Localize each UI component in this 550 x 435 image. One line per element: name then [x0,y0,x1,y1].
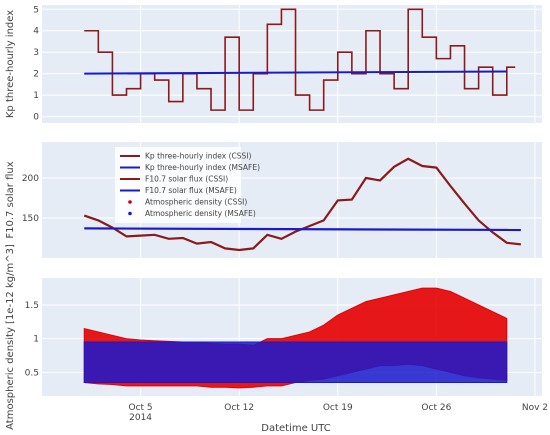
xtick-sublabel-0: 2014 [129,413,152,423]
legend-label-4: Atmospheric density (CSSI) [145,198,247,207]
ytick-p1-2: 2 [33,70,39,80]
legend-label-1: Kp three-hourly index (MSAFE) [145,163,260,172]
panel1-ylabel: Kp three-hourly index [5,10,16,118]
ytick-p3-0: 0.5 [25,368,39,378]
ytick-p1-0: 0 [33,113,39,123]
legend-box [115,147,241,223]
legend-label-5: Atmospheric density (MSAFE) [145,209,256,218]
ytick-p2-1: 200 [22,174,39,184]
density-msafe-band [83,341,508,384]
xtick-label-4: Nov 2 [522,403,548,413]
xtick-label-2: Oct 19 [323,403,353,413]
panel2-ylabel: F10.7 solar flux [5,161,16,238]
ytick-p1-1: 1 [33,91,39,101]
xtick-label-3: Oct 26 [421,403,451,413]
ytick-p1-5: 5 [33,5,39,15]
ytick-p1-3: 3 [33,48,39,58]
density-areas [83,287,508,389]
f107-lines [83,157,521,252]
ytick-p2-0: 150 [22,214,39,224]
ytick-p3-2: 1.5 [25,301,39,311]
legend: Kp three-hourly index (CSSI) Kp three-hou… [115,147,260,223]
panel1-background [42,5,542,123]
ytick-p1-4: 4 [33,27,39,37]
xaxis-title: Datetime UTC [261,423,331,434]
kp-cssi-line [84,8,516,111]
ytick-p3-1: 1 [33,335,39,345]
xtick-label-0: Oct 5 [129,403,153,413]
legend-label-2: F10.7 solar flux (CSSI) [145,175,228,184]
panel3-ylabel: Atmospheric density [1e-12 kg/m^3] [5,244,16,430]
f107-msafe-line [84,227,521,232]
legend-label-3: F10.7 solar flux (MSAFE) [145,186,237,195]
legend-label-0: Kp three-hourly index (CSSI) [145,152,251,161]
xtick-label-1: Oct 12 [224,403,254,413]
kp-lines [84,8,516,111]
kp-msafe-line [84,70,507,75]
legend-swatch-5 [128,211,132,216]
legend-swatch-4 [128,200,132,204]
